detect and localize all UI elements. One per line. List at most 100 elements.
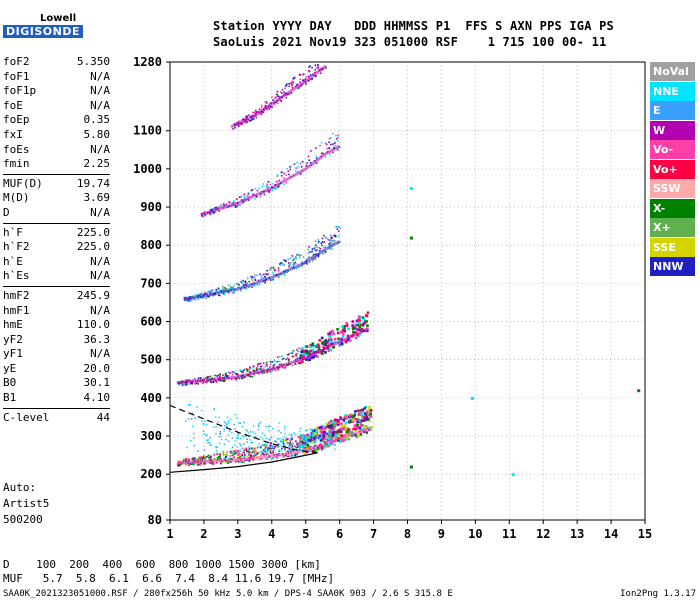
echo-point <box>181 383 184 385</box>
echo-point <box>326 437 328 439</box>
echo-point <box>244 280 247 283</box>
echo-point <box>231 371 233 373</box>
echo-point <box>278 363 281 366</box>
x-tick-label: 9 <box>438 527 445 541</box>
param-value: 4.10 <box>83 391 111 405</box>
echo-point <box>316 64 319 66</box>
echo-point <box>324 246 327 248</box>
echo-point <box>232 284 235 287</box>
echo-point <box>310 446 312 449</box>
echo-point <box>285 260 287 262</box>
echo-point <box>305 349 308 353</box>
echo-point <box>245 448 248 451</box>
echo-point <box>253 455 255 457</box>
echo-point <box>357 434 360 438</box>
echo-point <box>322 152 324 155</box>
echo-point <box>297 445 299 447</box>
lowell-logo-text: Lowell <box>40 13 77 24</box>
echo-point <box>252 370 254 372</box>
y-tick-label: 300 <box>140 429 162 443</box>
echo-point <box>267 453 269 455</box>
echo-point <box>269 366 271 368</box>
echo-point <box>355 319 359 323</box>
echo-point <box>212 211 215 214</box>
echo-point <box>336 140 339 142</box>
echo-point <box>328 425 331 429</box>
echo-point <box>306 441 309 444</box>
echo-point <box>297 444 299 446</box>
echo-point <box>361 408 365 411</box>
echo-point <box>264 434 266 437</box>
echo-point <box>215 450 218 452</box>
echo-point <box>256 453 259 456</box>
echo-point <box>243 284 245 286</box>
echo-point <box>370 425 373 429</box>
echo-point <box>329 242 331 244</box>
echo-point <box>324 339 327 342</box>
echo-point <box>254 112 257 114</box>
echo-point <box>322 253 324 255</box>
echo-point <box>249 119 252 122</box>
echo-point <box>243 193 246 196</box>
echo-point <box>212 289 214 291</box>
echo-point <box>332 240 334 242</box>
echo-point <box>306 429 308 431</box>
echo-point <box>320 434 323 436</box>
echo-point <box>331 435 335 439</box>
echo-point <box>233 444 236 446</box>
echo-point <box>318 240 320 243</box>
echo-point <box>222 287 224 290</box>
echo-point <box>357 328 360 331</box>
echo-point <box>237 449 239 452</box>
echo-point <box>185 458 187 460</box>
echo-point <box>191 458 194 461</box>
echo-point <box>359 424 363 428</box>
echo-point <box>320 341 324 345</box>
echo-point <box>302 452 306 455</box>
echo-point <box>256 189 259 192</box>
echo-point <box>291 356 293 359</box>
echo-point <box>243 461 246 463</box>
echo-point <box>300 441 304 444</box>
echo-point <box>271 445 273 448</box>
echo-point <box>186 463 189 466</box>
echo-point <box>355 418 359 421</box>
param-row: foEp 0.35 <box>3 113 110 128</box>
echo-point <box>201 457 204 460</box>
echo-point <box>190 298 193 301</box>
echo-point <box>320 430 323 433</box>
echo-point <box>200 463 202 466</box>
echo-point <box>264 443 267 446</box>
echo-point <box>295 167 298 169</box>
echo-point <box>292 262 295 264</box>
echo-point <box>194 463 197 466</box>
echo-point <box>205 423 208 426</box>
echo-point <box>307 248 309 251</box>
echo-point <box>236 451 239 453</box>
echo-point <box>330 234 332 237</box>
echo-point <box>262 183 265 185</box>
echo-point <box>211 208 214 211</box>
echo-point <box>287 262 290 264</box>
echo-point <box>249 439 252 441</box>
echo-point <box>327 432 330 435</box>
echo-point <box>356 420 359 424</box>
echo-point <box>192 463 194 466</box>
echo-point <box>308 439 311 442</box>
echo-point <box>333 340 337 344</box>
echo-point <box>334 448 336 451</box>
stray-echo-point <box>409 236 413 240</box>
echo-point <box>364 405 368 409</box>
echo-point <box>271 447 273 450</box>
echo-point <box>305 76 307 78</box>
echo-point <box>294 169 297 172</box>
echo-point <box>339 227 342 230</box>
echo-point <box>318 339 322 342</box>
echo-point <box>251 451 253 454</box>
echo-point <box>253 285 256 287</box>
echo-point <box>311 342 315 345</box>
echo-point <box>233 456 235 459</box>
echo-point <box>267 449 269 451</box>
echo-point <box>309 436 313 440</box>
echo-point <box>240 281 242 283</box>
